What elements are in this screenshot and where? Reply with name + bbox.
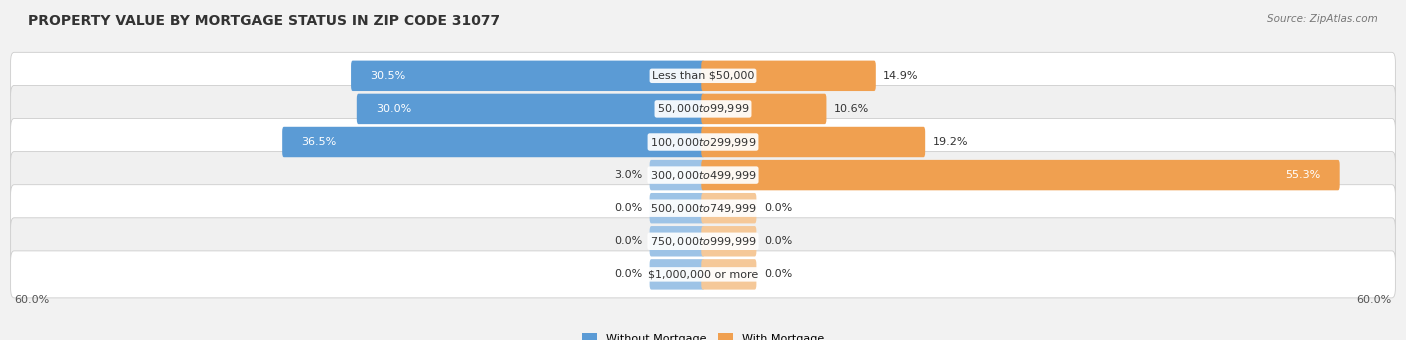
Text: 0.0%: 0.0% [614,236,643,246]
FancyBboxPatch shape [11,152,1395,199]
Legend: Without Mortgage, With Mortgage: Without Mortgage, With Mortgage [578,329,828,340]
Text: 60.0%: 60.0% [14,295,49,305]
FancyBboxPatch shape [650,160,704,190]
Text: $300,000 to $499,999: $300,000 to $499,999 [650,169,756,182]
Text: Less than $50,000: Less than $50,000 [652,71,754,81]
FancyBboxPatch shape [702,61,876,91]
FancyBboxPatch shape [650,193,704,223]
Text: 19.2%: 19.2% [932,137,969,147]
Text: $50,000 to $99,999: $50,000 to $99,999 [657,102,749,115]
Text: 36.5%: 36.5% [301,137,336,147]
Text: 30.0%: 30.0% [375,104,411,114]
FancyBboxPatch shape [283,127,704,157]
FancyBboxPatch shape [11,251,1395,298]
Text: PROPERTY VALUE BY MORTGAGE STATUS IN ZIP CODE 31077: PROPERTY VALUE BY MORTGAGE STATUS IN ZIP… [28,14,501,28]
FancyBboxPatch shape [11,52,1395,99]
Text: $1,000,000 or more: $1,000,000 or more [648,269,758,279]
FancyBboxPatch shape [11,119,1395,166]
FancyBboxPatch shape [702,226,756,256]
FancyBboxPatch shape [650,226,704,256]
Text: 0.0%: 0.0% [763,236,792,246]
Text: $750,000 to $999,999: $750,000 to $999,999 [650,235,756,248]
Text: 0.0%: 0.0% [763,269,792,279]
FancyBboxPatch shape [702,193,756,223]
FancyBboxPatch shape [11,185,1395,232]
Text: 0.0%: 0.0% [614,269,643,279]
FancyBboxPatch shape [11,85,1395,132]
FancyBboxPatch shape [352,61,704,91]
Text: 0.0%: 0.0% [763,203,792,213]
Text: 3.0%: 3.0% [614,170,643,180]
Text: 10.6%: 10.6% [834,104,869,114]
FancyBboxPatch shape [702,160,1340,190]
FancyBboxPatch shape [357,94,704,124]
FancyBboxPatch shape [702,259,756,290]
Text: 55.3%: 55.3% [1285,170,1320,180]
FancyBboxPatch shape [702,127,925,157]
Text: 0.0%: 0.0% [614,203,643,213]
Text: 14.9%: 14.9% [883,71,918,81]
FancyBboxPatch shape [702,94,827,124]
Text: Source: ZipAtlas.com: Source: ZipAtlas.com [1267,14,1378,23]
FancyBboxPatch shape [11,218,1395,265]
Text: $100,000 to $299,999: $100,000 to $299,999 [650,136,756,149]
Text: 30.5%: 30.5% [370,71,405,81]
FancyBboxPatch shape [650,259,704,290]
Text: 60.0%: 60.0% [1357,295,1392,305]
Text: $500,000 to $749,999: $500,000 to $749,999 [650,202,756,215]
